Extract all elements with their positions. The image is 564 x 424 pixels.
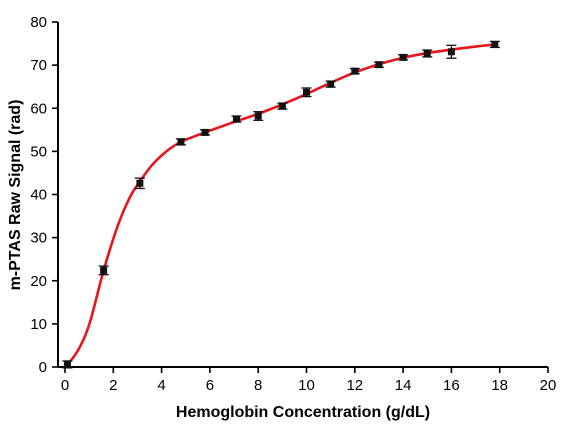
point-marker bbox=[399, 53, 407, 61]
y-tick-label: 20 bbox=[30, 273, 47, 290]
data-point bbox=[398, 53, 409, 61]
data-point bbox=[200, 128, 211, 136]
point-marker bbox=[232, 115, 240, 123]
point-marker bbox=[201, 128, 209, 136]
x-axis-title: Hemoglobin Concentration (g/dL) bbox=[176, 404, 430, 421]
x-tick-label: 4 bbox=[157, 377, 165, 394]
point-marker bbox=[447, 48, 455, 56]
point-marker bbox=[491, 40, 499, 48]
data-point bbox=[277, 102, 288, 110]
y-axis-title: m-PTAS Raw Signal (rad) bbox=[7, 100, 24, 291]
tick-labels: 0 2 4 6 8 10 12 14 16 18 20 0 10 20 30 40 50 60 70 80 bbox=[30, 14, 556, 394]
data-point bbox=[373, 61, 384, 69]
x-tick-label: 16 bbox=[443, 377, 460, 394]
data-point bbox=[134, 177, 145, 190]
point-marker bbox=[177, 138, 185, 146]
data-point bbox=[98, 265, 109, 276]
point-marker bbox=[254, 112, 262, 120]
data-point bbox=[175, 138, 186, 146]
y-tick-label: 50 bbox=[30, 143, 47, 160]
x-tick-label: 20 bbox=[540, 377, 557, 394]
data-points-layer bbox=[62, 40, 500, 369]
point-marker bbox=[303, 88, 310, 96]
point-marker bbox=[327, 80, 335, 88]
data-point bbox=[231, 115, 242, 123]
point-marker bbox=[351, 67, 359, 75]
x-tick-label: 18 bbox=[491, 377, 508, 394]
data-point bbox=[253, 111, 264, 121]
y-tick-label: 60 bbox=[30, 100, 47, 117]
x-tick-label: 6 bbox=[206, 377, 214, 394]
y-tick-label: 80 bbox=[30, 14, 47, 31]
y-tick-label: 30 bbox=[30, 230, 47, 247]
point-marker bbox=[136, 179, 144, 187]
data-point bbox=[325, 80, 336, 88]
point-marker bbox=[63, 360, 71, 368]
point-marker bbox=[423, 49, 431, 57]
point-marker bbox=[375, 61, 383, 69]
data-point bbox=[349, 67, 360, 75]
x-tick-label: 8 bbox=[254, 377, 262, 394]
x-tick-label: 12 bbox=[346, 377, 363, 394]
y-tick-label: 10 bbox=[30, 316, 47, 333]
data-point bbox=[422, 49, 433, 58]
y-tick-label: 40 bbox=[30, 187, 47, 204]
x-tick-label: 10 bbox=[298, 377, 315, 394]
point-marker bbox=[278, 102, 286, 110]
data-point bbox=[489, 40, 500, 49]
x-tick-label: 2 bbox=[109, 377, 117, 394]
point-marker bbox=[100, 266, 108, 274]
data-point bbox=[446, 44, 457, 59]
x-tick-label: 0 bbox=[61, 377, 69, 394]
y-tick-label: 70 bbox=[30, 57, 47, 74]
x-tick-label: 14 bbox=[395, 377, 412, 394]
data-point bbox=[62, 360, 73, 369]
y-tick-label: 0 bbox=[39, 359, 47, 376]
data-point bbox=[301, 87, 312, 98]
